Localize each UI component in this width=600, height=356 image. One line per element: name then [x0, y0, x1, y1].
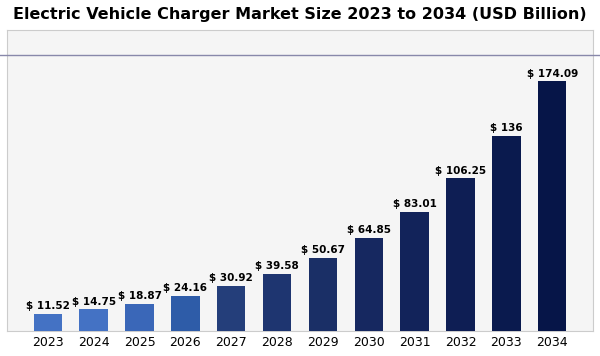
Bar — [125, 304, 154, 330]
Bar — [79, 309, 108, 330]
Text: $ 11.52: $ 11.52 — [26, 301, 70, 311]
Bar — [171, 296, 200, 330]
Bar — [492, 136, 521, 330]
Bar — [309, 258, 337, 330]
Text: $ 106.25: $ 106.25 — [435, 166, 486, 176]
Text: $ 136: $ 136 — [490, 123, 523, 133]
Text: $ 14.75: $ 14.75 — [71, 297, 116, 307]
Text: $ 83.01: $ 83.01 — [392, 199, 437, 209]
Bar — [355, 238, 383, 330]
Title: Electric Vehicle Charger Market Size 2023 to 2034 (USD Billion): Electric Vehicle Charger Market Size 202… — [13, 7, 587, 22]
Bar — [538, 82, 566, 330]
Text: $ 50.67: $ 50.67 — [301, 245, 345, 255]
Bar — [446, 178, 475, 330]
Text: $ 18.87: $ 18.87 — [118, 290, 161, 300]
Bar — [34, 314, 62, 330]
Text: $ 39.58: $ 39.58 — [255, 261, 299, 271]
Text: $ 24.16: $ 24.16 — [163, 283, 208, 293]
Bar — [217, 286, 245, 330]
Bar — [263, 274, 291, 330]
Text: $ 30.92: $ 30.92 — [209, 273, 253, 283]
Text: $ 64.85: $ 64.85 — [347, 225, 391, 235]
Bar — [400, 212, 429, 330]
Text: $ 174.09: $ 174.09 — [527, 69, 578, 79]
